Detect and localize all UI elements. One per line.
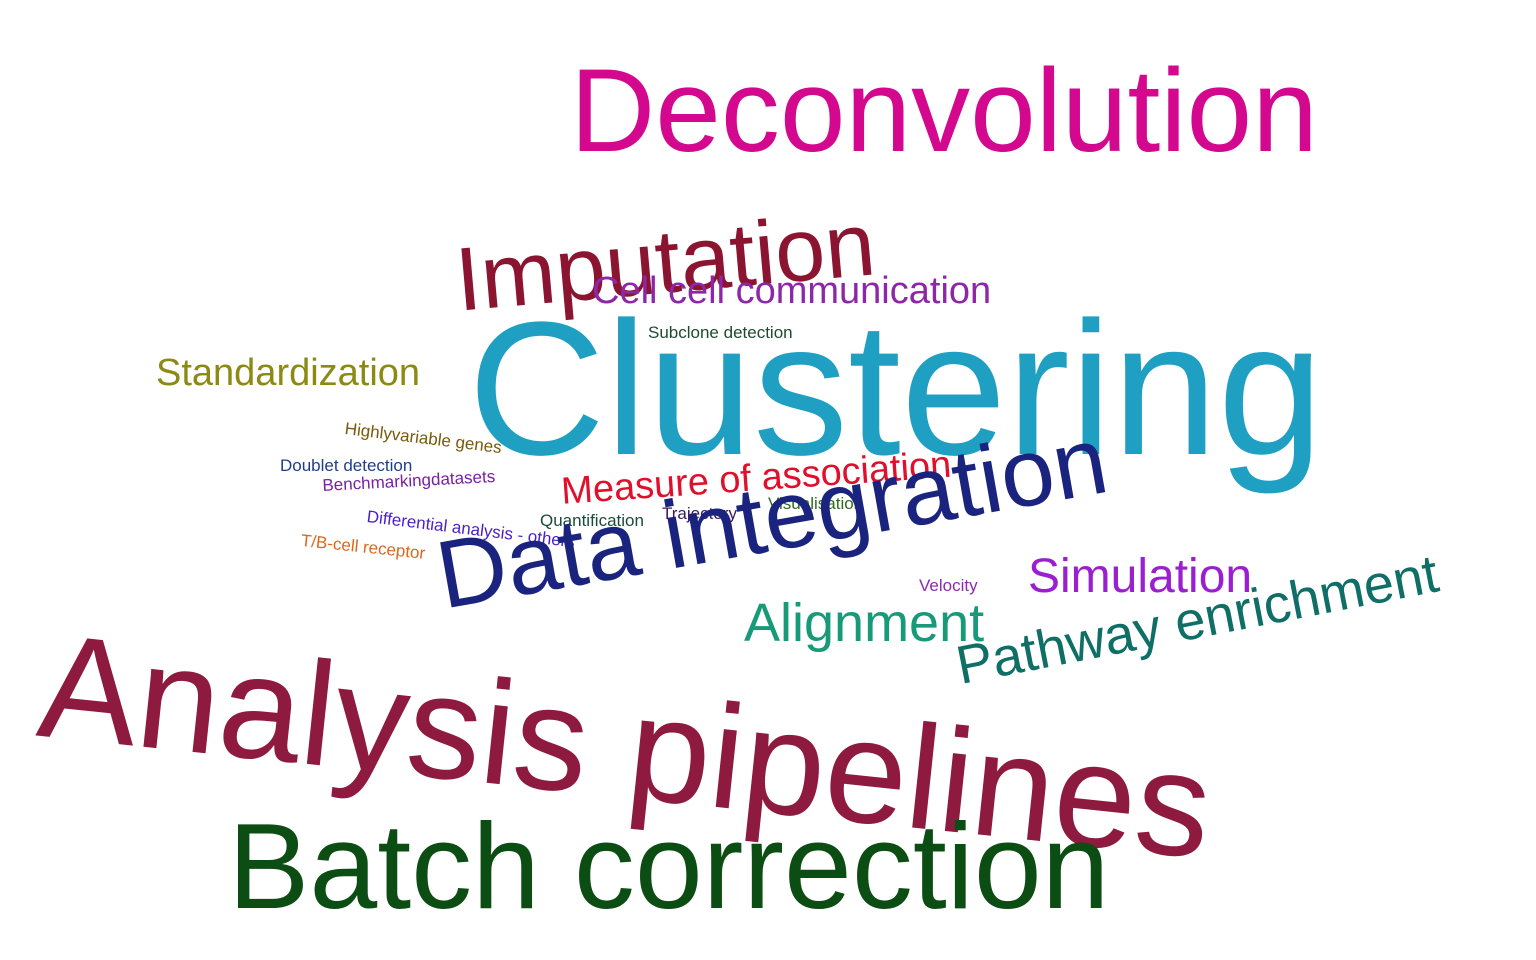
word-cell-cell-communication: Cell cell communication	[592, 270, 992, 312]
word-velocity: Velocity	[919, 576, 978, 595]
word-tb-cell-receptor: T/B-cell receptor	[300, 531, 427, 563]
word-doublet-detection: Doublet detection	[280, 456, 413, 475]
word-clustering: Clustering	[468, 283, 1324, 495]
word-alignment: Alignment	[744, 593, 985, 653]
word-visualisation: Visualisation	[768, 494, 864, 513]
word-subclone-detection: Subclone detection	[648, 323, 793, 342]
word-standardization: Standardization	[156, 352, 421, 394]
word-quantification: Quantification	[540, 511, 644, 530]
word-batch-correction: Batch correction	[228, 798, 1110, 934]
word-trajectory: Trajectory	[662, 504, 737, 523]
word-simulation: Simulation	[1028, 550, 1253, 603]
word-deconvolution: Deconvolution	[570, 45, 1318, 177]
